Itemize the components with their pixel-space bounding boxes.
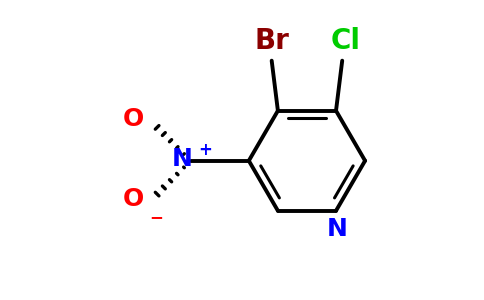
Text: +: +	[198, 141, 212, 159]
Text: N: N	[327, 217, 348, 241]
Text: Br: Br	[254, 26, 289, 55]
Text: N: N	[171, 147, 192, 171]
Text: O: O	[123, 187, 144, 211]
Text: O: O	[123, 107, 144, 131]
Text: −: −	[149, 208, 163, 226]
Text: Cl: Cl	[331, 26, 361, 55]
